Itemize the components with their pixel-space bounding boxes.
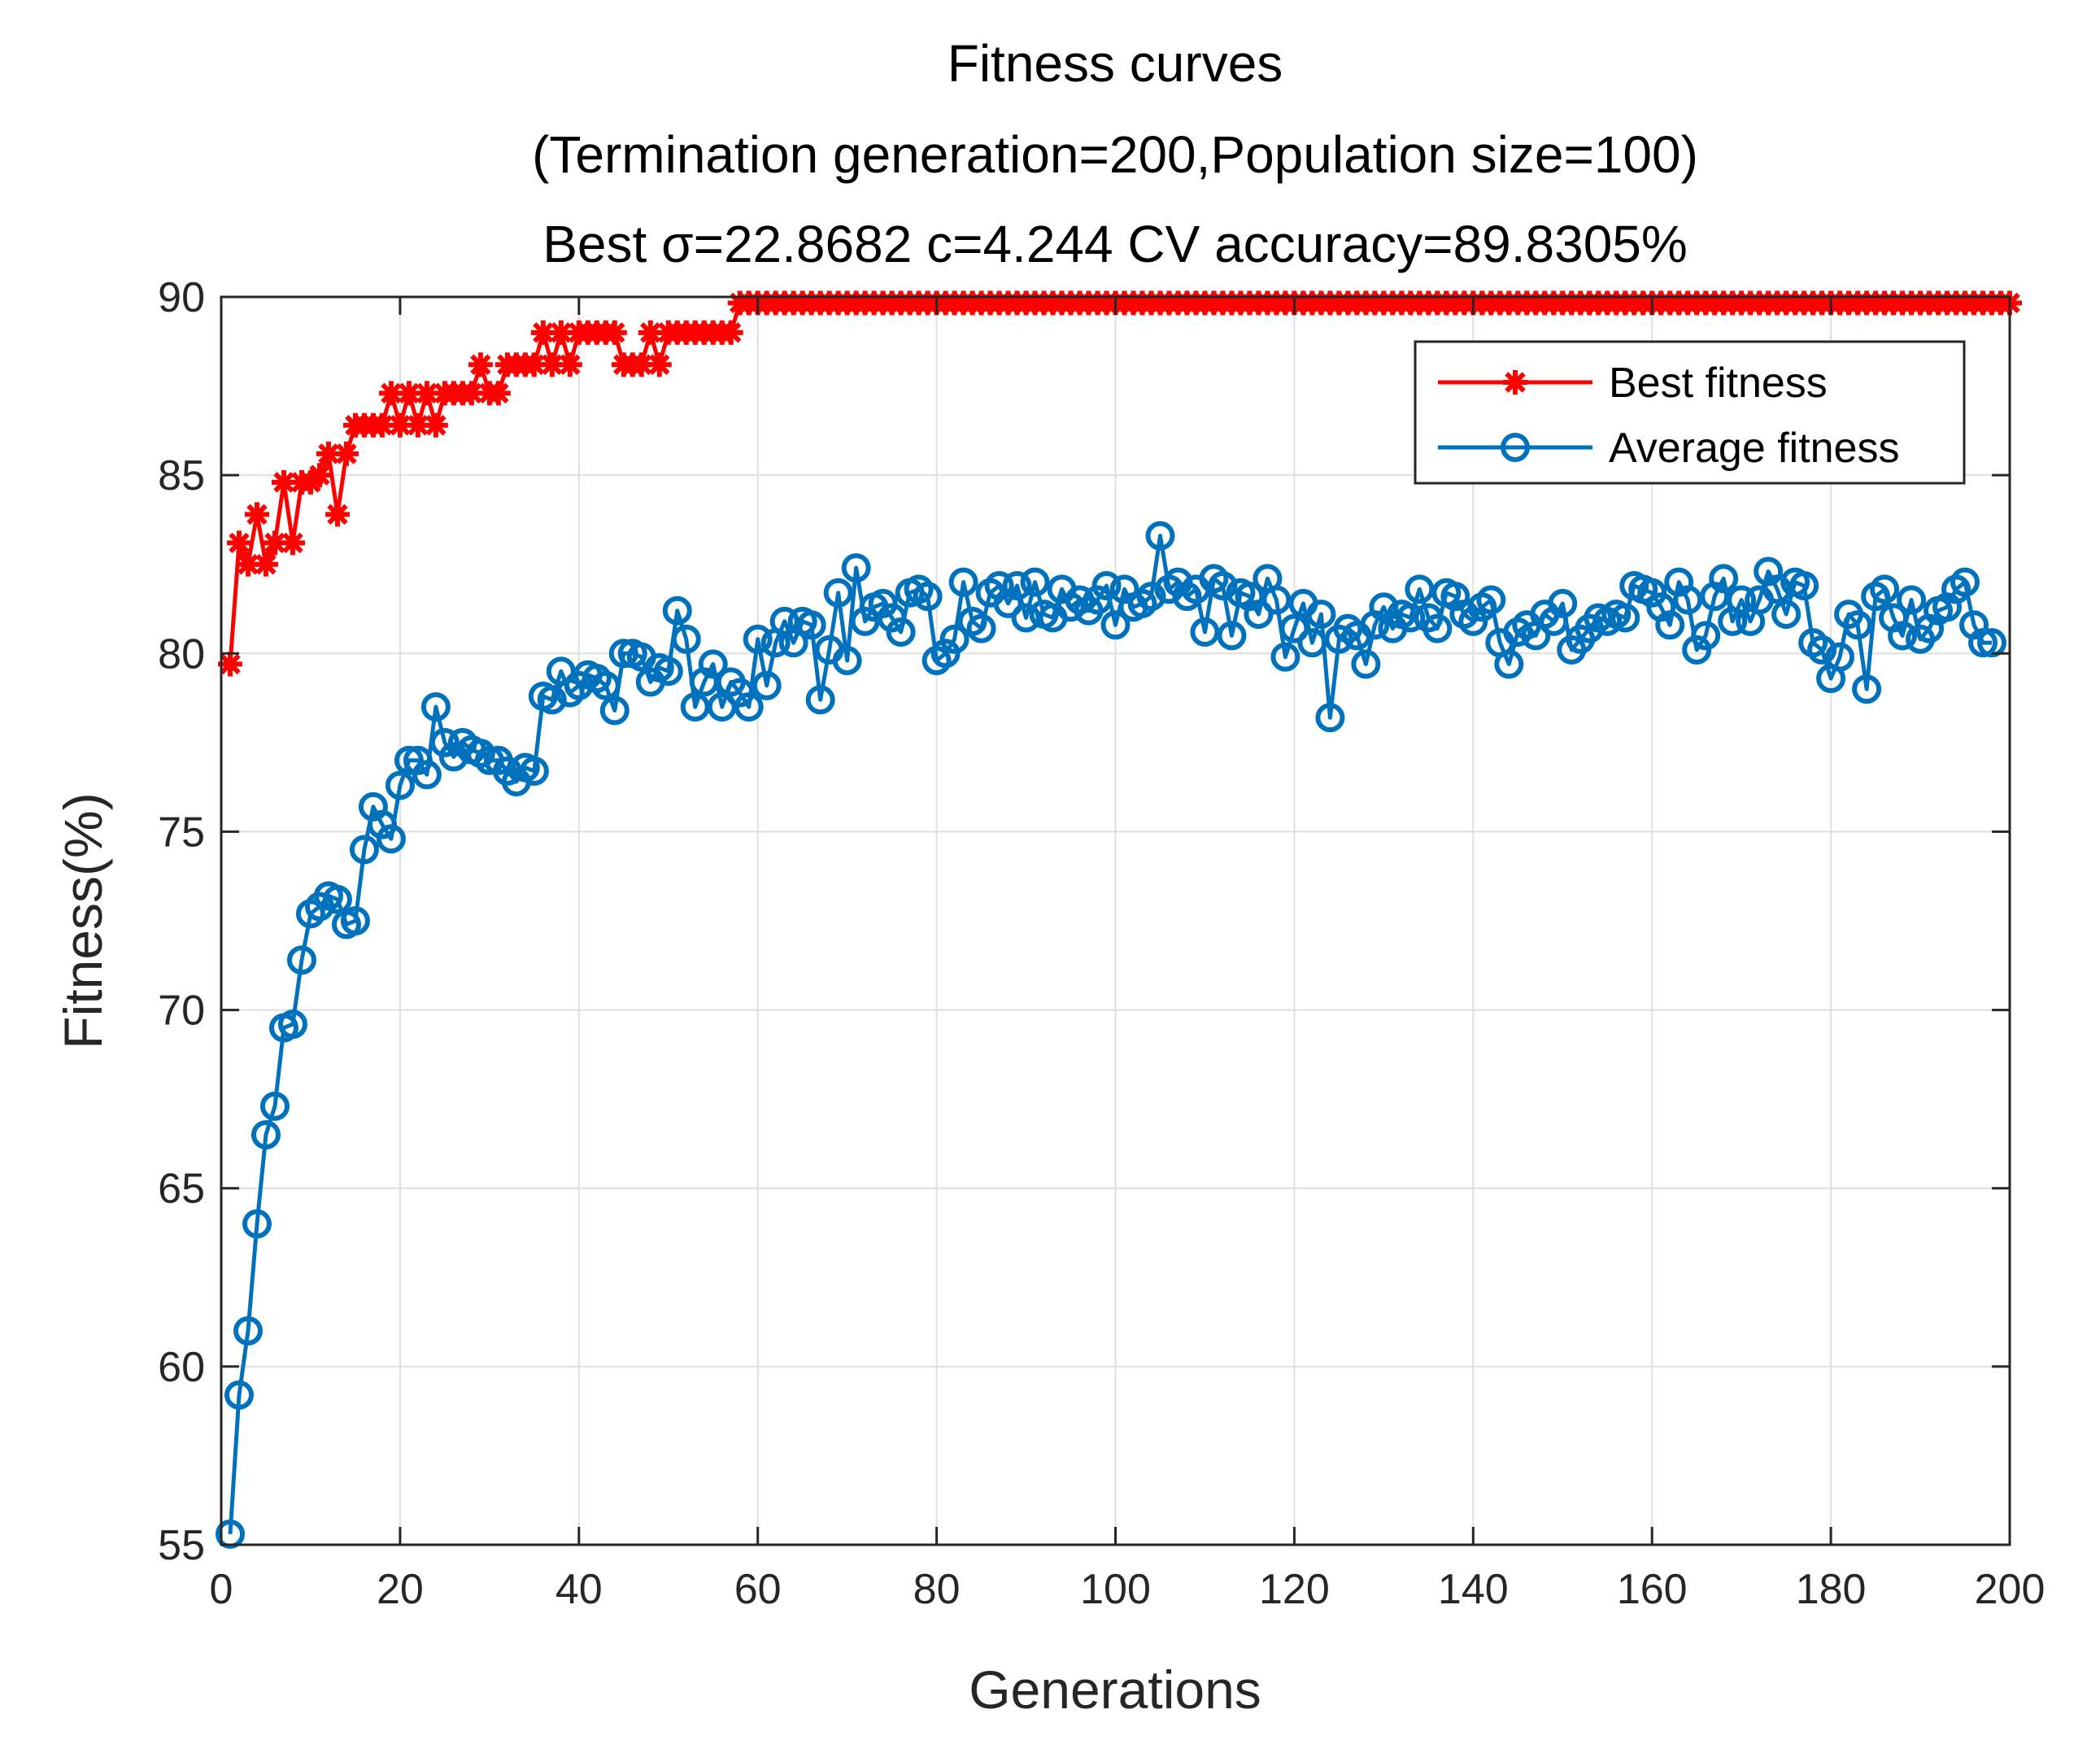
x-tick-label: 100 bbox=[1080, 1566, 1151, 1613]
y-axis-label: Fitness(%) bbox=[53, 792, 113, 1049]
best-fitness-point bbox=[486, 381, 511, 405]
y-tick-label: 60 bbox=[158, 1344, 205, 1391]
best-fitness-point bbox=[307, 463, 332, 487]
chart-result-line: Best σ=22.8682 c=4.244 CV accuracy=89.83… bbox=[542, 215, 1688, 273]
chart-title: Fitness curves bbox=[948, 34, 1283, 93]
x-tick-label: 200 bbox=[1975, 1566, 2046, 1613]
legend-average-label: Average fitness bbox=[1609, 425, 1899, 472]
fitness-chart: Fitness curves (Termination generation=2… bbox=[0, 0, 2100, 1740]
legend-asterisk-marker bbox=[1503, 370, 1527, 395]
x-axis-label: Generations bbox=[969, 1659, 1261, 1720]
best-fitness-point bbox=[424, 413, 448, 438]
y-tick-label: 65 bbox=[158, 1166, 205, 1213]
y-tick-label: 75 bbox=[158, 809, 205, 856]
legend-best-label: Best fitness bbox=[1609, 360, 1828, 407]
best-fitness-point bbox=[227, 530, 251, 555]
chart-subtitle: (Termination generation=200,Population s… bbox=[532, 125, 1698, 184]
best-fitness-point bbox=[325, 502, 350, 526]
y-tick-label: 70 bbox=[158, 988, 205, 1035]
x-tick-label: 140 bbox=[1438, 1566, 1509, 1613]
x-tick-label: 20 bbox=[377, 1566, 424, 1613]
best-fitness-point bbox=[647, 352, 672, 377]
x-tick-label: 0 bbox=[210, 1566, 233, 1613]
x-tick-label: 160 bbox=[1617, 1566, 1688, 1613]
y-tick-label: 85 bbox=[158, 452, 205, 499]
best-fitness-point bbox=[468, 352, 493, 377]
x-tick-label: 120 bbox=[1259, 1566, 1330, 1613]
best-fitness-point bbox=[334, 442, 359, 466]
best-fitness-point bbox=[245, 502, 269, 526]
best-fitness-point bbox=[281, 530, 305, 555]
y-tick-label: 90 bbox=[158, 274, 205, 321]
best-fitness-point bbox=[603, 321, 627, 345]
legend: Best fitness Average fitness bbox=[1415, 342, 1964, 483]
y-tick-label: 55 bbox=[158, 1522, 205, 1569]
best-fitness-point bbox=[254, 552, 278, 577]
best-fitness-point bbox=[558, 352, 582, 377]
y-tick-label: 80 bbox=[158, 630, 205, 678]
x-tick-label: 180 bbox=[1796, 1566, 1867, 1613]
best-fitness-point bbox=[719, 321, 743, 345]
x-tick-label: 40 bbox=[555, 1566, 603, 1613]
x-tick-label: 80 bbox=[913, 1566, 961, 1613]
legend-best-marker bbox=[1503, 370, 1527, 395]
x-tick-label: 60 bbox=[734, 1566, 782, 1613]
